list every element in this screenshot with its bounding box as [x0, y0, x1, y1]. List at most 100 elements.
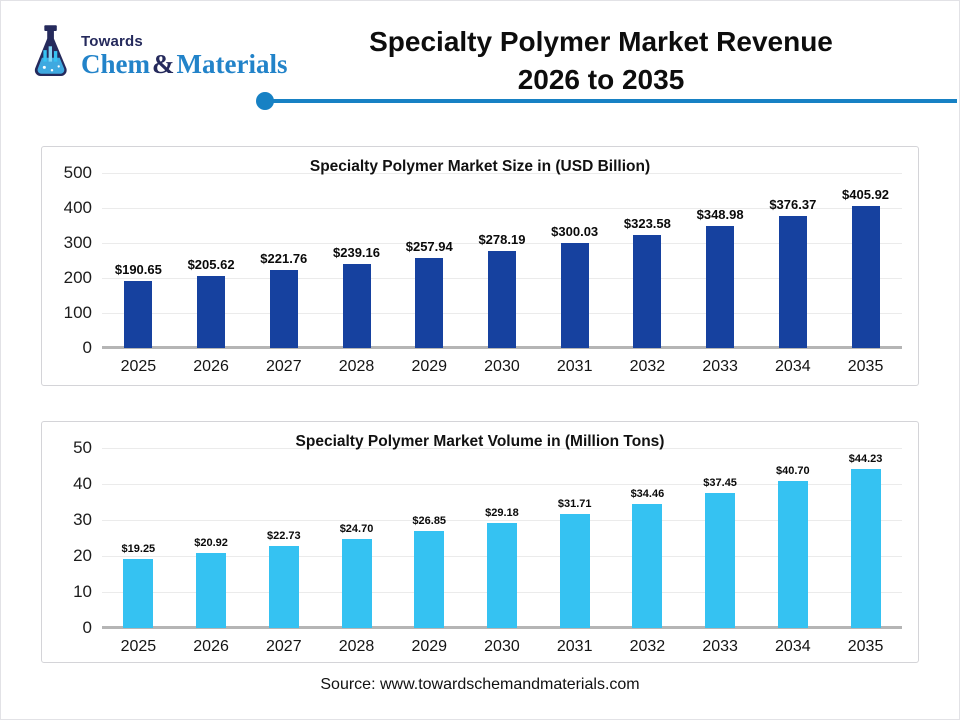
bar-group: $24.70: [320, 448, 393, 628]
bar-value-label: $323.58: [623, 215, 671, 231]
x-tick-label: 2030: [484, 638, 520, 655]
y-tick-label: 0: [82, 618, 92, 637]
x-tick-label: 2030: [484, 358, 520, 375]
bar: [705, 493, 736, 628]
bar-value-label: $26.85: [412, 515, 447, 528]
x-tick-label: 2031: [556, 358, 593, 375]
bar: [341, 539, 372, 628]
chart-title: Specialty Polymer Market Size in (USD Bi…: [309, 158, 651, 175]
gridline: [102, 208, 902, 209]
y-tick-label: 30: [73, 510, 92, 529]
x-tick-label: 2027: [266, 358, 302, 375]
bar: [342, 264, 371, 348]
y-tick-label: 40: [73, 474, 92, 493]
bar-value-label: $44.23: [848, 452, 883, 465]
bar-group: $22.73: [247, 448, 320, 628]
bar: [268, 546, 299, 628]
x-tick-label: 2029: [411, 638, 448, 655]
bar-group: $405.92: [829, 173, 902, 348]
y-tick-label: 500: [63, 163, 92, 182]
gridline: [102, 173, 902, 174]
bar-value-label: $40.70: [776, 465, 810, 478]
logo-text: Towards Chem&Materials: [81, 25, 287, 78]
x-tick-label: 2035: [847, 638, 884, 655]
bar-group: $44.23: [829, 448, 902, 628]
market-volume-chart: Specialty Polymer Market Volume in (Mill…: [41, 421, 919, 663]
logo-towards: Towards: [81, 33, 143, 50]
divider-dot-icon: [256, 92, 274, 110]
bar-series: $19.25 $20.92 $22.73 $24.70 $26.85 $29.18 $31.…: [102, 448, 902, 628]
bar-value-label: $24.70: [339, 523, 374, 536]
x-tick-label: 2031: [556, 638, 593, 655]
bar: [269, 270, 298, 348]
page-title: Specialty Polymer Market Revenue 2026 to…: [281, 23, 921, 99]
y-tick-label: 200: [63, 268, 92, 287]
x-tick-label: 2034: [775, 358, 811, 375]
x-tick-label: 2027: [266, 638, 302, 655]
bar-group: $376.37: [756, 173, 829, 348]
bar-group: $26.85: [393, 448, 466, 628]
bar-value-label: $205.62: [187, 257, 235, 273]
flask-icon: [34, 25, 67, 76]
bar-value-label: $31.71: [557, 497, 592, 510]
x-tick-label: 2025: [120, 638, 157, 655]
bar: [414, 531, 445, 628]
bar: [487, 250, 516, 348]
plot-area: 0 100 200 300 400 500 $190.65 $205.62 $221.76 $23…: [64, 163, 902, 357]
bar-group: $31.71: [538, 448, 611, 628]
bar-group: $323.58: [611, 173, 684, 348]
bar-value-label: $376.37: [769, 197, 817, 213]
gridline: [102, 243, 902, 244]
plot-area: 0 10 20 30 40 50 $19.25 $20.92 $22.73 $24.70 $26.8…: [73, 438, 902, 637]
x-tick-label: 2029: [411, 358, 448, 375]
bar: [633, 234, 662, 348]
bar: [850, 468, 881, 628]
bar-group: $257.94: [393, 173, 466, 348]
bar-group: $190.65: [102, 173, 175, 348]
bar: [560, 243, 589, 348]
logo-materials: Materials: [176, 49, 288, 79]
bar-group: $19.25: [102, 448, 175, 628]
y-tick-label: 0: [82, 338, 92, 357]
bar: [197, 276, 226, 348]
y-tick-label: 10: [73, 582, 92, 601]
source-text: Source: www.towardschemandmaterials.com: [320, 676, 640, 693]
bar: [123, 558, 154, 628]
logo-chem: Chem: [81, 49, 150, 79]
x-tick-label: 2028: [338, 358, 375, 375]
x-axis-labels: 2025 2026 2027 2028 2029 2030 2031 2032 2033 2034…: [102, 638, 902, 656]
x-axis-labels: 2025 2026 2027 2028 2029 2030 2031 2032 2033 2034…: [102, 358, 902, 376]
bar-value-label: $19.25: [121, 542, 156, 555]
bar: [559, 513, 590, 628]
bar-group: $300.03: [538, 173, 611, 348]
y-tick-label: 20: [73, 546, 92, 565]
bar-group: $348.98: [684, 173, 757, 348]
y-tick-label: 300: [63, 233, 92, 252]
x-tick-label: 2032: [629, 638, 666, 655]
bar-value-label: $257.94: [405, 238, 453, 254]
bar-value-label: $278.19: [478, 231, 526, 247]
bar-group: $221.76: [247, 173, 320, 348]
bar-group: $205.62: [175, 173, 248, 348]
bar-value-label: $221.76: [260, 251, 308, 267]
y-tick-label: 400: [63, 198, 92, 217]
chart-title: Specialty Polymer Market Volume in (Mill…: [295, 433, 665, 450]
x-tick-label: 2028: [338, 638, 375, 655]
bar: [486, 522, 517, 628]
bar-group: $34.46: [611, 448, 684, 628]
bar-value-label: $239.16: [333, 245, 381, 261]
bar: [196, 552, 227, 628]
x-tick-label: 2034: [775, 638, 811, 655]
bar-series: $190.65 $205.62 $221.76 $239.16 $257.94 $278.…: [102, 173, 902, 348]
gridline: [102, 448, 902, 449]
bar: [124, 281, 153, 348]
x-tick-label: 2035: [847, 358, 884, 375]
page-title-line1: Specialty Polymer Market Revenue: [369, 26, 833, 57]
logo-chem-materials: Chem&Materials: [81, 50, 287, 78]
bar-value-label: $29.18: [485, 506, 519, 519]
x-tick-label: 2026: [193, 358, 229, 375]
x-tick-label: 2026: [193, 638, 229, 655]
bar-group: $239.16: [320, 173, 393, 348]
bar: [778, 216, 807, 348]
x-tick-label: 2032: [629, 358, 666, 375]
